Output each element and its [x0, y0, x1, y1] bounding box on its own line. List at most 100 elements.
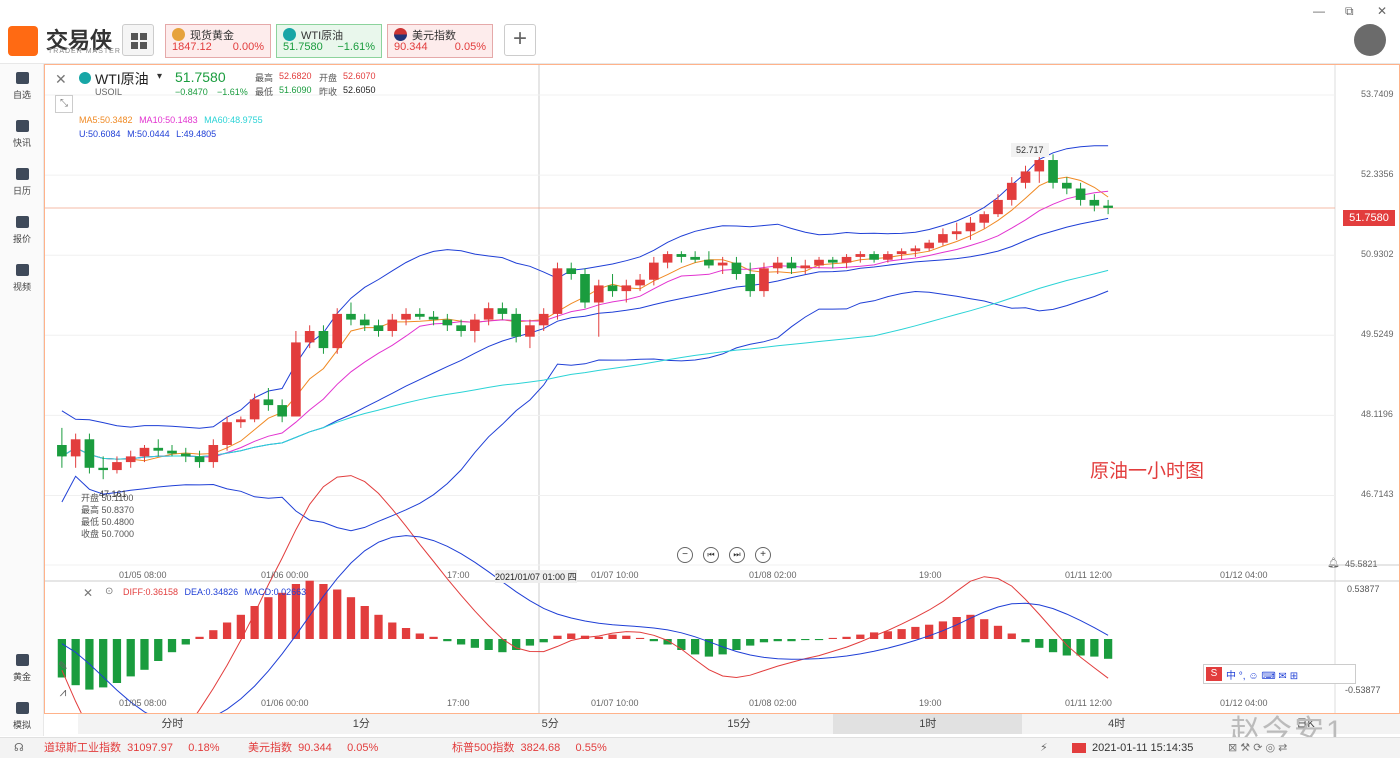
close-icon[interactable]: ✕ [1377, 4, 1388, 18]
macd-bar [140, 639, 149, 670]
ticker-dow[interactable]: 道琼斯工业指数 31097.97 0.18% [44, 742, 220, 754]
restore-icon[interactable]: ⧉ [1345, 4, 1354, 18]
macd-bar [677, 639, 686, 650]
candle-body [593, 285, 604, 303]
headset-icon[interactable]: ☊ [14, 742, 24, 754]
macd-settings-icon[interactable]: ⊙ [105, 586, 114, 597]
ticker-usd-index[interactable]: 美元指数 90.344 0.05% [248, 742, 379, 754]
macd-bar [746, 639, 755, 646]
sidebar-item-gold[interactable]: 黄金 [0, 654, 44, 683]
macd-bar [346, 597, 356, 639]
sidebar-item-news[interactable]: 快讯 [0, 120, 44, 149]
macd-bar [360, 606, 369, 639]
candle-body [180, 453, 191, 457]
macd-bar [911, 626, 920, 639]
candle-body [814, 259, 824, 266]
time-axis-label: 19:00 [919, 698, 942, 708]
sidebar-item-watchlist[interactable]: 自选 [0, 72, 44, 101]
timeframe-1m[interactable]: 1分 [352, 718, 370, 730]
candle-body [277, 405, 287, 417]
time-axis-label: 01/05 08:00 [119, 698, 167, 708]
chart-type-icon[interactable]: ⩘ [59, 685, 67, 699]
time-axis-label: 17:00 [447, 570, 470, 580]
chart-nav-controls: − ⏮ ⏭ + [677, 547, 781, 565]
timeframe-tick[interactable]: 分时 [161, 718, 184, 730]
candle-body [98, 467, 108, 471]
candle-body [332, 313, 343, 349]
macd-bar [732, 639, 741, 650]
price-axis-label: 50.9302 [1361, 249, 1394, 260]
tooltip-low: 最低 50.4800 [81, 517, 135, 527]
ma10-line [61, 190, 1109, 460]
quote-tab-gold[interactable]: 现货黄金 1847.12 0.00% [165, 24, 271, 58]
chart-annotation: 原油一小时图 [1090, 461, 1205, 482]
ma60-label: MA60:48.9755 [204, 115, 263, 125]
macd-bar [1090, 639, 1099, 657]
close-chart-icon[interactable]: ✕ [55, 71, 67, 87]
candle-body [470, 319, 480, 332]
macd-bar [691, 639, 700, 655]
timeframe-1h[interactable]: 1时 [833, 714, 1023, 734]
zoom-out-icon[interactable]: − [677, 547, 693, 563]
macd-bar [456, 639, 466, 645]
instrument-code: USOIL [95, 87, 123, 97]
user-avatar-icon[interactable] [1354, 24, 1386, 56]
macd-bar [99, 639, 108, 688]
add-tab-button[interactable]: + [504, 24, 536, 56]
boll-lower-label: L:49.4805 [176, 129, 217, 139]
scroll-left-icon[interactable]: ⏮ [703, 547, 719, 563]
sidebar-item-demo[interactable]: 模拟 [0, 702, 44, 731]
timeframe-4h[interactable]: 4时 [1108, 718, 1126, 730]
gold-bar-icon [15, 654, 29, 666]
status-bar: ☊ 道琼斯工业指数 31097.97 0.18% 美元指数 90.344 0.0… [0, 737, 1400, 758]
alert-bell-icon[interactable]: 🔔︎ [1327, 558, 1340, 569]
macd-bar [305, 580, 314, 639]
macd-bar [649, 639, 658, 642]
time-axis-label: 01/12 04:00 [1220, 698, 1268, 708]
price-axis-label: 52.3356 [1361, 169, 1394, 180]
grid-layout-button[interactable] [122, 24, 154, 56]
ticker-sp500[interactable]: 标普500指数 3824.68 0.55% [452, 742, 607, 754]
candle-body [910, 248, 921, 252]
candle-body [621, 285, 632, 292]
sidebar-item-quotes[interactable]: 报价 [0, 216, 44, 245]
sidebar-item-video[interactable]: 视频 [0, 264, 44, 293]
timeframe-bar: 分时 1分 5分 15分 1时 4时 日K [78, 714, 1400, 734]
tools-icons[interactable]: ⊠ ⚒ ⟳ ◎ ⇄ [1228, 742, 1288, 754]
zoom-in-icon[interactable]: + [755, 547, 771, 563]
candle-body [772, 262, 783, 269]
candle-body [483, 308, 494, 320]
boll-mid-label: M:50.0444 [127, 129, 170, 139]
time-axis-label: 01/08 02:00 [749, 698, 797, 708]
timeframe-5m[interactable]: 5分 [541, 718, 559, 730]
price-axis-label: 45.5821 [1345, 559, 1378, 569]
macd-bar [264, 597, 273, 639]
high-mark: 52.717 [1011, 143, 1049, 157]
sidebar-item-calendar[interactable]: 日历 [0, 168, 44, 197]
candle-body [222, 422, 232, 445]
news-icon [15, 120, 29, 132]
price-axis-label: 48.1196 [1361, 409, 1393, 420]
ma60-line [61, 269, 1109, 460]
macd-bar [57, 639, 67, 678]
quote-tab-usd-index[interactable]: 美元指数 90.344 0.05% [387, 24, 493, 58]
candle-body [442, 319, 453, 326]
instrument-name[interactable]: WTI原油 [95, 71, 149, 87]
expand-icon[interactable]: ⤡ [55, 95, 73, 113]
macd-bar [429, 636, 438, 639]
scroll-right-icon[interactable]: ⏭ [729, 547, 745, 563]
timeframe-daily[interactable]: 日K [1296, 718, 1315, 730]
macd-bar [594, 636, 603, 639]
chevron-down-icon[interactable]: ▾ [157, 71, 163, 82]
candle-body [1048, 160, 1058, 183]
price-chart[interactable] [45, 65, 1399, 713]
minimize-icon[interactable]: — [1313, 4, 1325, 18]
close-macd-icon[interactable]: ✕ [83, 586, 94, 600]
ime-status-icon[interactable]: 中 °, ☺ ⌨ ✉ ⊞ [1226, 671, 1299, 682]
ma-legend: MA5:50.3482 MA10:50.1483 MA60:48.9755 [79, 115, 263, 125]
macd-bar [167, 639, 177, 653]
quote-tab-wti[interactable]: WTI原油 51.7580 −1.61% [276, 24, 382, 58]
timeframe-15m[interactable]: 15分 [727, 718, 751, 730]
pen-icon[interactable]: ✎ [57, 659, 69, 673]
candle-body [869, 254, 879, 260]
